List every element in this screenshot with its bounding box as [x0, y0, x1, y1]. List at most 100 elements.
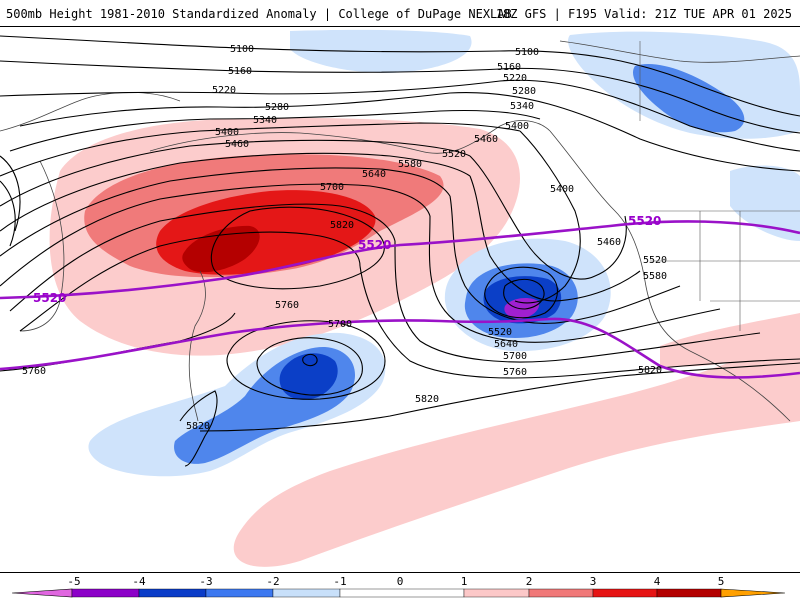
contour-low-center: [503, 278, 545, 310]
contour-label: 5760: [503, 367, 527, 378]
highlight-contour-label: 5520: [358, 238, 391, 252]
highlight-contour-south: [0, 317, 800, 379]
anomaly-neg2-canada: [632, 63, 745, 133]
contour-5760-low: [359, 265, 800, 379]
map-title: 500mb Height 1981-2010 Standardized Anom…: [6, 7, 512, 21]
anomaly-neg1-east: [730, 165, 800, 241]
colorbar-tick: 2: [526, 575, 533, 588]
highlight-contour-label: 5520: [33, 291, 66, 305]
contour-labels: 5100 5160 5220 5280 5340 5400 5460 5580 …: [22, 44, 667, 432]
contour-label: 5820: [186, 421, 210, 432]
colorbar-tick: 1: [461, 575, 468, 588]
contour-label: 5520: [442, 149, 466, 160]
contour-label: 5580: [643, 271, 667, 282]
anomaly-neg3-central: [279, 353, 338, 400]
contour-label: 5580: [398, 159, 422, 170]
contour-label: 5700: [503, 351, 527, 362]
height-contours: [0, 35, 800, 467]
contour-label: 5520: [643, 255, 667, 266]
colorbar-tick: -1: [333, 575, 346, 588]
contour-5460-w: [0, 139, 471, 207]
anomaly-pos1-subtropics: [233, 336, 800, 567]
contour-5160: [0, 60, 800, 134]
contour-west-1: [0, 155, 21, 232]
colorbar-svg: -5 -4 -3 -2 -1 0 1 2 3 4 5: [11, 575, 786, 598]
highlight-contour-label: 5520: [628, 214, 661, 228]
contour-label: 5400: [505, 121, 529, 132]
contour-label: 5100: [230, 44, 254, 55]
colorbar-segment: [272, 588, 341, 598]
contour-5820-sw: [179, 390, 218, 467]
contour-label: 5700: [328, 319, 352, 330]
contour-label: 5280: [512, 86, 536, 97]
colorbar-tick: 3: [590, 575, 597, 588]
contour-5100: [0, 35, 800, 117]
contour-label: 5460: [225, 139, 249, 150]
contour-label: 5820: [330, 220, 354, 231]
coastlines: [0, 40, 800, 422]
colorbar-segment: [656, 588, 722, 598]
model-run-info: 18Z GFS | F195 Valid: 21Z TUE APR 01 202…: [495, 7, 792, 21]
header-bar: 500mb Height 1981-2010 Standardized Anom…: [0, 0, 800, 26]
contour-5700-low: [394, 240, 761, 363]
contour-label: 5460: [474, 134, 498, 145]
contour-label: 5820: [638, 365, 662, 376]
contour-label: 5340: [253, 115, 277, 126]
colorbar-segment: [592, 588, 658, 598]
contour-5520-w: [0, 152, 471, 232]
contour-label: 5760: [22, 366, 46, 377]
contour-5820-s: [199, 362, 800, 432]
colorbar-segment: [339, 588, 465, 598]
contour-label: 5160: [497, 62, 521, 73]
colorbar-tick: 4: [654, 575, 661, 588]
contour-5700-central: [256, 337, 363, 396]
contour-low-center-2: [484, 266, 558, 319]
contour-5640-low: [428, 215, 721, 343]
contour-5280: [19, 91, 800, 172]
anomaly-colorbar: -5 -4 -3 -2 -1 0 1 2 3 4 5: [0, 573, 800, 600]
colorbar-tick: 5: [718, 575, 725, 588]
colorbar-arrow-right: [720, 588, 786, 598]
contour-5460-low: [469, 155, 627, 280]
contour-label: 5640: [494, 339, 518, 350]
contour-label: 5160: [228, 66, 252, 77]
contour-label: 5400: [215, 127, 239, 138]
contour-label: 5640: [362, 169, 386, 180]
map-panel: 5100 5160 5220 5280 5340 5400 5460 5580 …: [0, 26, 800, 573]
contour-5220: [0, 79, 800, 152]
colorbar-tick: -3: [199, 575, 212, 588]
contour-label: 5220: [212, 85, 236, 96]
contour-label: 5700: [320, 182, 344, 193]
colorbar-tick: -4: [132, 575, 146, 588]
highlight-contour-north: [0, 220, 800, 300]
contour-label: 5220: [503, 73, 527, 84]
colorbar-arrow-left: [11, 588, 73, 598]
contour-5580-low: [449, 195, 681, 324]
contour-5340: [9, 109, 541, 152]
contour-label: 5100: [515, 47, 539, 58]
colorbar-segment: [138, 588, 207, 598]
colorbar-segment: [463, 588, 530, 598]
map-svg: 5100 5160 5220 5280 5340 5400 5460 5580 …: [0, 29, 800, 567]
contour-label: 5760: [275, 300, 299, 311]
contour-5640-w: [0, 183, 431, 287]
contour-label: 5820: [415, 394, 439, 405]
colorbar-tick: -5: [67, 575, 80, 588]
colorbar-tick: 0: [397, 575, 404, 588]
contour-5760-central: [226, 320, 386, 400]
colorbar-segment: [71, 588, 140, 598]
contour-central-center: [302, 353, 318, 367]
contour-5580-w: [0, 167, 451, 257]
contour-5700-w: [9, 203, 396, 312]
contour-5760-w: [19, 231, 361, 332]
contour-label: 5400: [550, 184, 574, 195]
political-borders: [639, 41, 800, 331]
contour-label: 5460: [597, 237, 621, 248]
contour-label: 5340: [510, 101, 534, 112]
colorbar-tick: -2: [266, 575, 279, 588]
contour-5520-low: [469, 175, 641, 302]
contour-label: 5520: [488, 327, 512, 338]
colorbar-segment: [528, 588, 594, 598]
contour-5820-w: [210, 206, 385, 290]
contour-west-2: [0, 180, 16, 247]
